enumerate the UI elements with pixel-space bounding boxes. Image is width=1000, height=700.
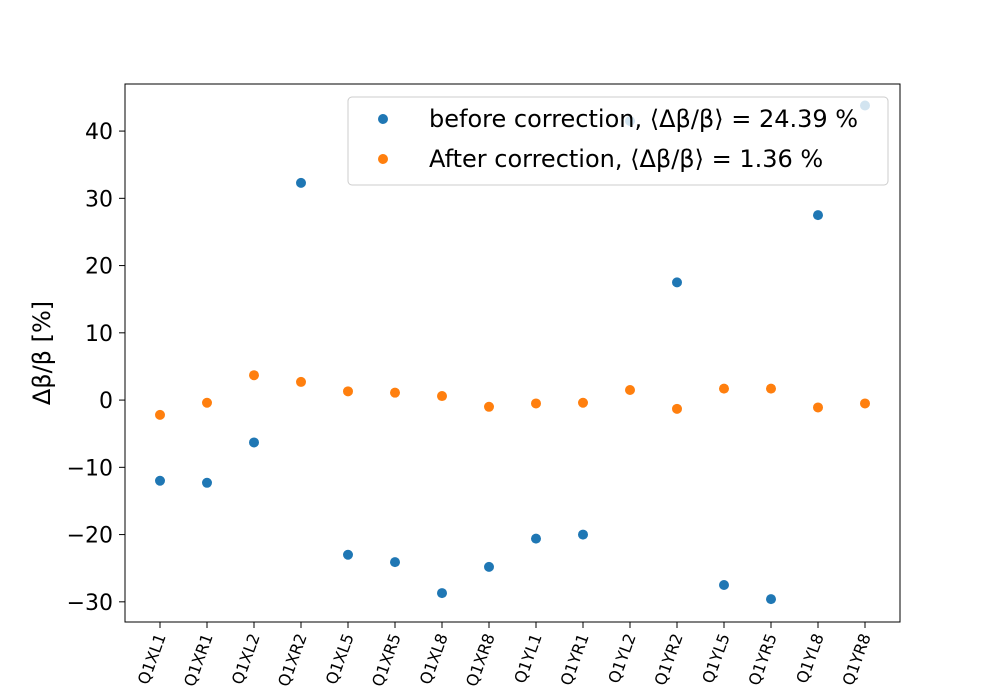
series-2-point xyxy=(578,397,588,408)
legend-box xyxy=(347,96,889,186)
legend-marker-1 xyxy=(378,114,388,124)
plot-frame xyxy=(124,83,901,623)
series-2-point xyxy=(390,387,400,398)
series-2-point xyxy=(860,398,870,409)
series-2-point xyxy=(766,383,776,394)
series-2-point xyxy=(484,401,494,412)
legend-marker-2 xyxy=(378,154,388,164)
series-1-point xyxy=(813,210,823,221)
y-tick-label: 10 xyxy=(85,322,113,347)
series-2-point xyxy=(672,403,682,414)
series-1-point xyxy=(766,594,776,605)
legend-label-2: After correction, ⟨Δβ/β⟩ = 1.36 % xyxy=(429,145,823,173)
y-tick-label: −10 xyxy=(67,456,113,481)
series-2-point xyxy=(296,376,306,387)
series-1-point xyxy=(390,557,400,568)
series-2-point xyxy=(202,397,212,408)
series-2-point xyxy=(249,370,259,381)
series-2-point xyxy=(437,391,447,402)
y-tick-label: 20 xyxy=(85,255,113,280)
series-1-point xyxy=(719,580,729,591)
series-1-point xyxy=(578,529,588,540)
series-2-point xyxy=(625,384,635,395)
y-tick-label: 40 xyxy=(85,120,113,145)
y-tick-label: −20 xyxy=(67,524,113,549)
legend: before correction, ⟨Δβ/β⟩ = 24.39 % After… xyxy=(347,96,889,186)
series-1-point xyxy=(155,475,165,486)
y-tick-label: 0 xyxy=(99,389,113,414)
series-2-point xyxy=(813,402,823,413)
series-1-point xyxy=(531,533,541,544)
series-1-point xyxy=(437,588,447,599)
series-2-point xyxy=(155,409,165,420)
y-tick-label: 30 xyxy=(85,187,113,212)
series-2-point xyxy=(343,386,353,397)
y-axis-label: Δβ/β [%] xyxy=(28,301,56,405)
series-1-point xyxy=(249,437,259,448)
y-axis: −30 −20 −10 0 10 20 30 40 xyxy=(67,120,125,616)
series-2-point xyxy=(531,398,541,409)
series-1-point xyxy=(672,277,682,288)
series-1-point xyxy=(343,549,353,560)
series-1-point xyxy=(202,477,212,488)
series-2-point xyxy=(719,383,729,394)
y-tick-label: −30 xyxy=(67,591,113,616)
legend-label-1: before correction, ⟨Δβ/β⟩ = 24.39 % xyxy=(429,105,858,133)
series-1-point xyxy=(296,177,306,188)
series-1-point xyxy=(484,561,494,572)
data-points xyxy=(155,100,870,605)
